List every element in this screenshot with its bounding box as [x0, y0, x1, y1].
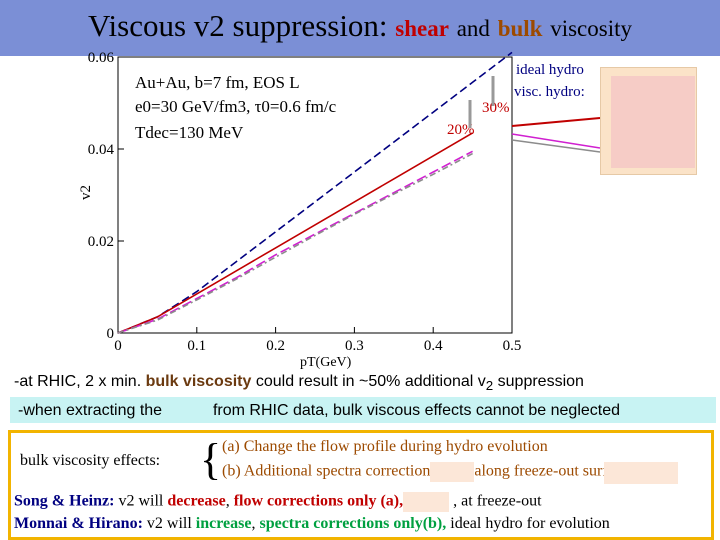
- slide-title: Viscous v2 suppression: shear and bulk v…: [0, 8, 720, 44]
- title-viscosity: viscosity: [550, 16, 632, 41]
- title-shear: shear: [395, 16, 449, 41]
- blank-b: [430, 462, 475, 482]
- arrow-visc-pink: [511, 133, 601, 149]
- y-tick-label-2: 0.04: [88, 142, 115, 158]
- bulk-viscosity-phrase: bulk viscosity: [145, 373, 252, 390]
- legend-cover-box: [600, 67, 697, 175]
- title-bulk: bulk: [497, 16, 543, 41]
- x-tick-label-0: 0: [114, 338, 122, 354]
- pct-30-label: 30%: [482, 100, 510, 116]
- statement-line-2: -when extracting the from RHIC data, bul…: [18, 401, 621, 421]
- pct-20-label: 20%: [447, 122, 475, 138]
- statement-line-1: -at RHIC, 2 x min. bulk viscosity could …: [14, 373, 584, 394]
- blank-song: [403, 492, 450, 512]
- plot-frame: [117, 56, 513, 334]
- series-line-3: [117, 152, 473, 334]
- arrow-visc-gray: [511, 139, 601, 153]
- effect-b: (b) Additional spectra correction along f…: [222, 462, 629, 482]
- v2-chart: 0 0.1 0.2 0.3 0.4 0.5 0 0.02 0.04 0.06 Au+Au, b=7…: [78, 50, 608, 370]
- x-tick-label-1: 0.1: [187, 338, 206, 354]
- monnai-hirano-line: Monnai & Hirano: v2 will increase, spect…: [14, 515, 610, 532]
- title-and: and: [456, 16, 490, 41]
- annotation-line-1: Au+Au, b=7 fm, EOS L: [135, 73, 300, 92]
- y-tick-label-1: 0.02: [88, 234, 114, 250]
- y-tick-label-3: 0.06: [88, 50, 115, 66]
- brace: {: [200, 435, 222, 484]
- legend-visc-hydro: visc. hydro:: [514, 84, 585, 100]
- annotation-line-3: Tdec=130 MeV: [135, 123, 244, 142]
- effects-label: bulk viscosity effects:: [20, 452, 161, 469]
- x-tick-label-3: 0.3: [345, 338, 364, 354]
- song-heinz-line: Song & Heinz: v2 will decrease, flow cor…: [14, 492, 542, 512]
- highlight-band: [10, 397, 716, 423]
- x-axis-label: pT(GeV): [300, 355, 352, 370]
- effect-a: (a) Change the flow profile during hydro…: [222, 438, 548, 455]
- annotation-line-2: e0=30 GeV/fm3, τ0=0.6 fm/c: [135, 97, 337, 116]
- series-line-2: [117, 150, 473, 334]
- legend-ideal-hydro: ideal hydro: [516, 62, 584, 78]
- x-tick-label-2: 0.2: [266, 338, 285, 354]
- blank-gap: [166, 401, 209, 421]
- x-tick-label-5: 0.5: [503, 338, 522, 354]
- y-axis-label: v2: [78, 185, 94, 200]
- series-line-0: [117, 51, 513, 334]
- header-bar: [0, 0, 720, 56]
- series-line-1: [117, 132, 474, 334]
- y-tick-label-0: 0: [107, 326, 115, 342]
- bulk-effects-box: [8, 430, 714, 540]
- arrow-visc-red: [511, 117, 601, 127]
- x-tick-label-4: 0.4: [424, 338, 443, 354]
- blank-right: [604, 462, 678, 484]
- title-main: Viscous v2 suppression:: [88, 8, 388, 43]
